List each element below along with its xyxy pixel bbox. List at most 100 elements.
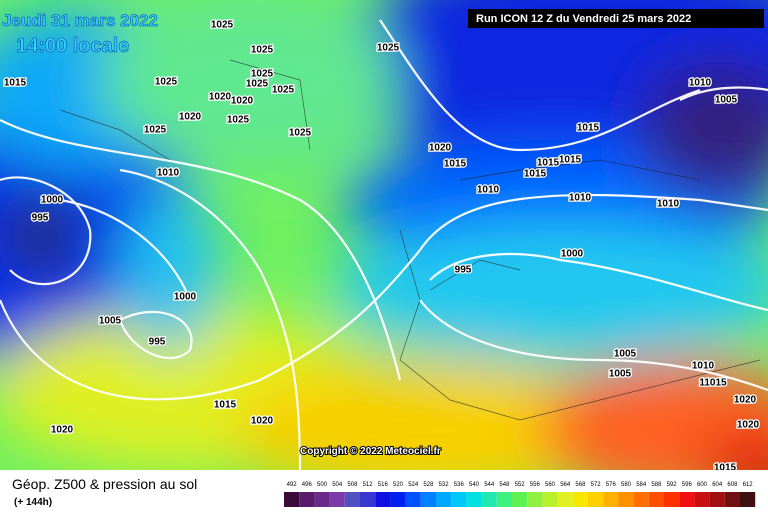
isobar-label: 1015 (524, 169, 547, 180)
isobar-label: 1015 (4, 78, 27, 89)
run-box (468, 9, 764, 28)
scale-label: 540 (469, 482, 480, 488)
forecast-date: Jeudi 31 mars 2022 (2, 11, 158, 30)
scale-label: 504 (332, 482, 343, 488)
scale-label: 556 (530, 482, 541, 488)
scale-cell (648, 492, 664, 507)
scale-cell (664, 492, 680, 507)
scale-cell (329, 492, 345, 507)
isobar-label: 1015 (214, 400, 237, 411)
scale-label: 596 (682, 482, 693, 488)
isobar-label: 1020 (209, 92, 232, 103)
scale-cell (679, 492, 695, 507)
isobar-label: 1000 (174, 292, 197, 303)
scale-label: 516 (378, 482, 389, 488)
scale-cell (299, 492, 315, 507)
scale-label: 592 (667, 482, 678, 488)
isobar-label: 1000 (41, 195, 64, 206)
isobar-label: 1005 (609, 369, 632, 380)
scale-label: 544 (484, 482, 495, 488)
isobar-label: 1020 (231, 96, 254, 107)
scale-label: 608 (727, 482, 738, 488)
isobar-label: 995 (149, 337, 166, 348)
isobar-label: 1010 (157, 168, 180, 179)
scale-label: 580 (621, 482, 632, 488)
scale-label: 520 (393, 482, 404, 488)
isobar-label: 1020 (737, 420, 760, 431)
isobar-label: 1015 (714, 463, 737, 474)
scale-label: 528 (423, 482, 434, 488)
isobar-label: 1020 (734, 395, 757, 406)
isobar-label: 11015 (699, 378, 727, 389)
isobar-label: 1025 (211, 20, 234, 31)
scale-cell (420, 492, 436, 507)
scale-label: 524 (408, 482, 419, 488)
isobar-label: 1020 (51, 425, 74, 436)
run-info: Run ICON 12 Z du Vendredi 25 mars 2022 (476, 13, 691, 25)
isobar-label: 1015 (577, 123, 600, 134)
scale-label: 548 (499, 482, 510, 488)
scale-cell (542, 492, 558, 507)
scale-label: 496 (302, 482, 313, 488)
isobar-label: 1025 (251, 69, 274, 80)
scale-cell (572, 492, 588, 507)
isobar-label: 1005 (614, 349, 637, 360)
isobar-label: 1015 (444, 159, 467, 170)
isobar-label: 1025 (377, 43, 400, 54)
scale-label: 576 (606, 482, 617, 488)
isobar-label: 1025 (144, 125, 167, 136)
scale-cell (481, 492, 497, 507)
scale-cell (436, 492, 452, 507)
scale-cell (466, 492, 482, 507)
scale-cell (740, 492, 756, 507)
scale-label: 500 (317, 482, 328, 488)
scale-label: 560 (545, 482, 556, 488)
scale-label: 584 (636, 482, 647, 488)
footer-lead: (+ 144h) (14, 497, 52, 508)
scale-label: 532 (439, 482, 450, 488)
scale-label: 600 (697, 482, 708, 488)
scale-cell (709, 492, 725, 507)
isobar-label: 1015 (559, 155, 582, 166)
scale-cell (284, 492, 300, 507)
isobar-label: 1025 (272, 85, 295, 96)
scale-cell (314, 492, 330, 507)
scale-label: 508 (347, 482, 358, 488)
scale-label: 568 (575, 482, 586, 488)
isobar-label: 1010 (692, 361, 715, 372)
isobar-label: 1025 (246, 79, 269, 90)
scale-label: 604 (712, 482, 723, 488)
scale-label: 564 (560, 482, 571, 488)
scale-cell (344, 492, 360, 507)
isobar-label: 1010 (657, 199, 680, 210)
isobar-label: 1010 (477, 185, 500, 196)
scale-cell (496, 492, 512, 507)
footer-title: Géop. Z500 & pression au sol (12, 476, 197, 492)
isobar-label: 1005 (99, 316, 122, 327)
scale-cell (360, 492, 376, 507)
scale-cell (512, 492, 528, 507)
isobar-label: 1000 (561, 249, 584, 260)
isobar-label: 1025 (227, 115, 250, 126)
scale-cell (557, 492, 573, 507)
scale-cell (527, 492, 543, 507)
isobar-label: 1010 (569, 193, 592, 204)
scale-label: 588 (651, 482, 662, 488)
scale-cell (633, 492, 649, 507)
scale-label: 572 (591, 482, 602, 488)
scale-cell (405, 492, 421, 507)
scale-label: 512 (363, 482, 374, 488)
copyright: Copyright © 2022 Meteociel.fr (300, 446, 441, 457)
isobar-label: 1020 (429, 143, 452, 154)
scale-cell (588, 492, 604, 507)
scale-label: 492 (287, 482, 298, 488)
scale-label: 612 (743, 482, 754, 488)
forecast-time: 14:00 locale (16, 35, 129, 57)
isobar-label: 1025 (251, 45, 274, 56)
isobar-label: 1025 (289, 128, 312, 139)
isobar-label: 1020 (179, 112, 202, 123)
scale-cell (451, 492, 467, 507)
